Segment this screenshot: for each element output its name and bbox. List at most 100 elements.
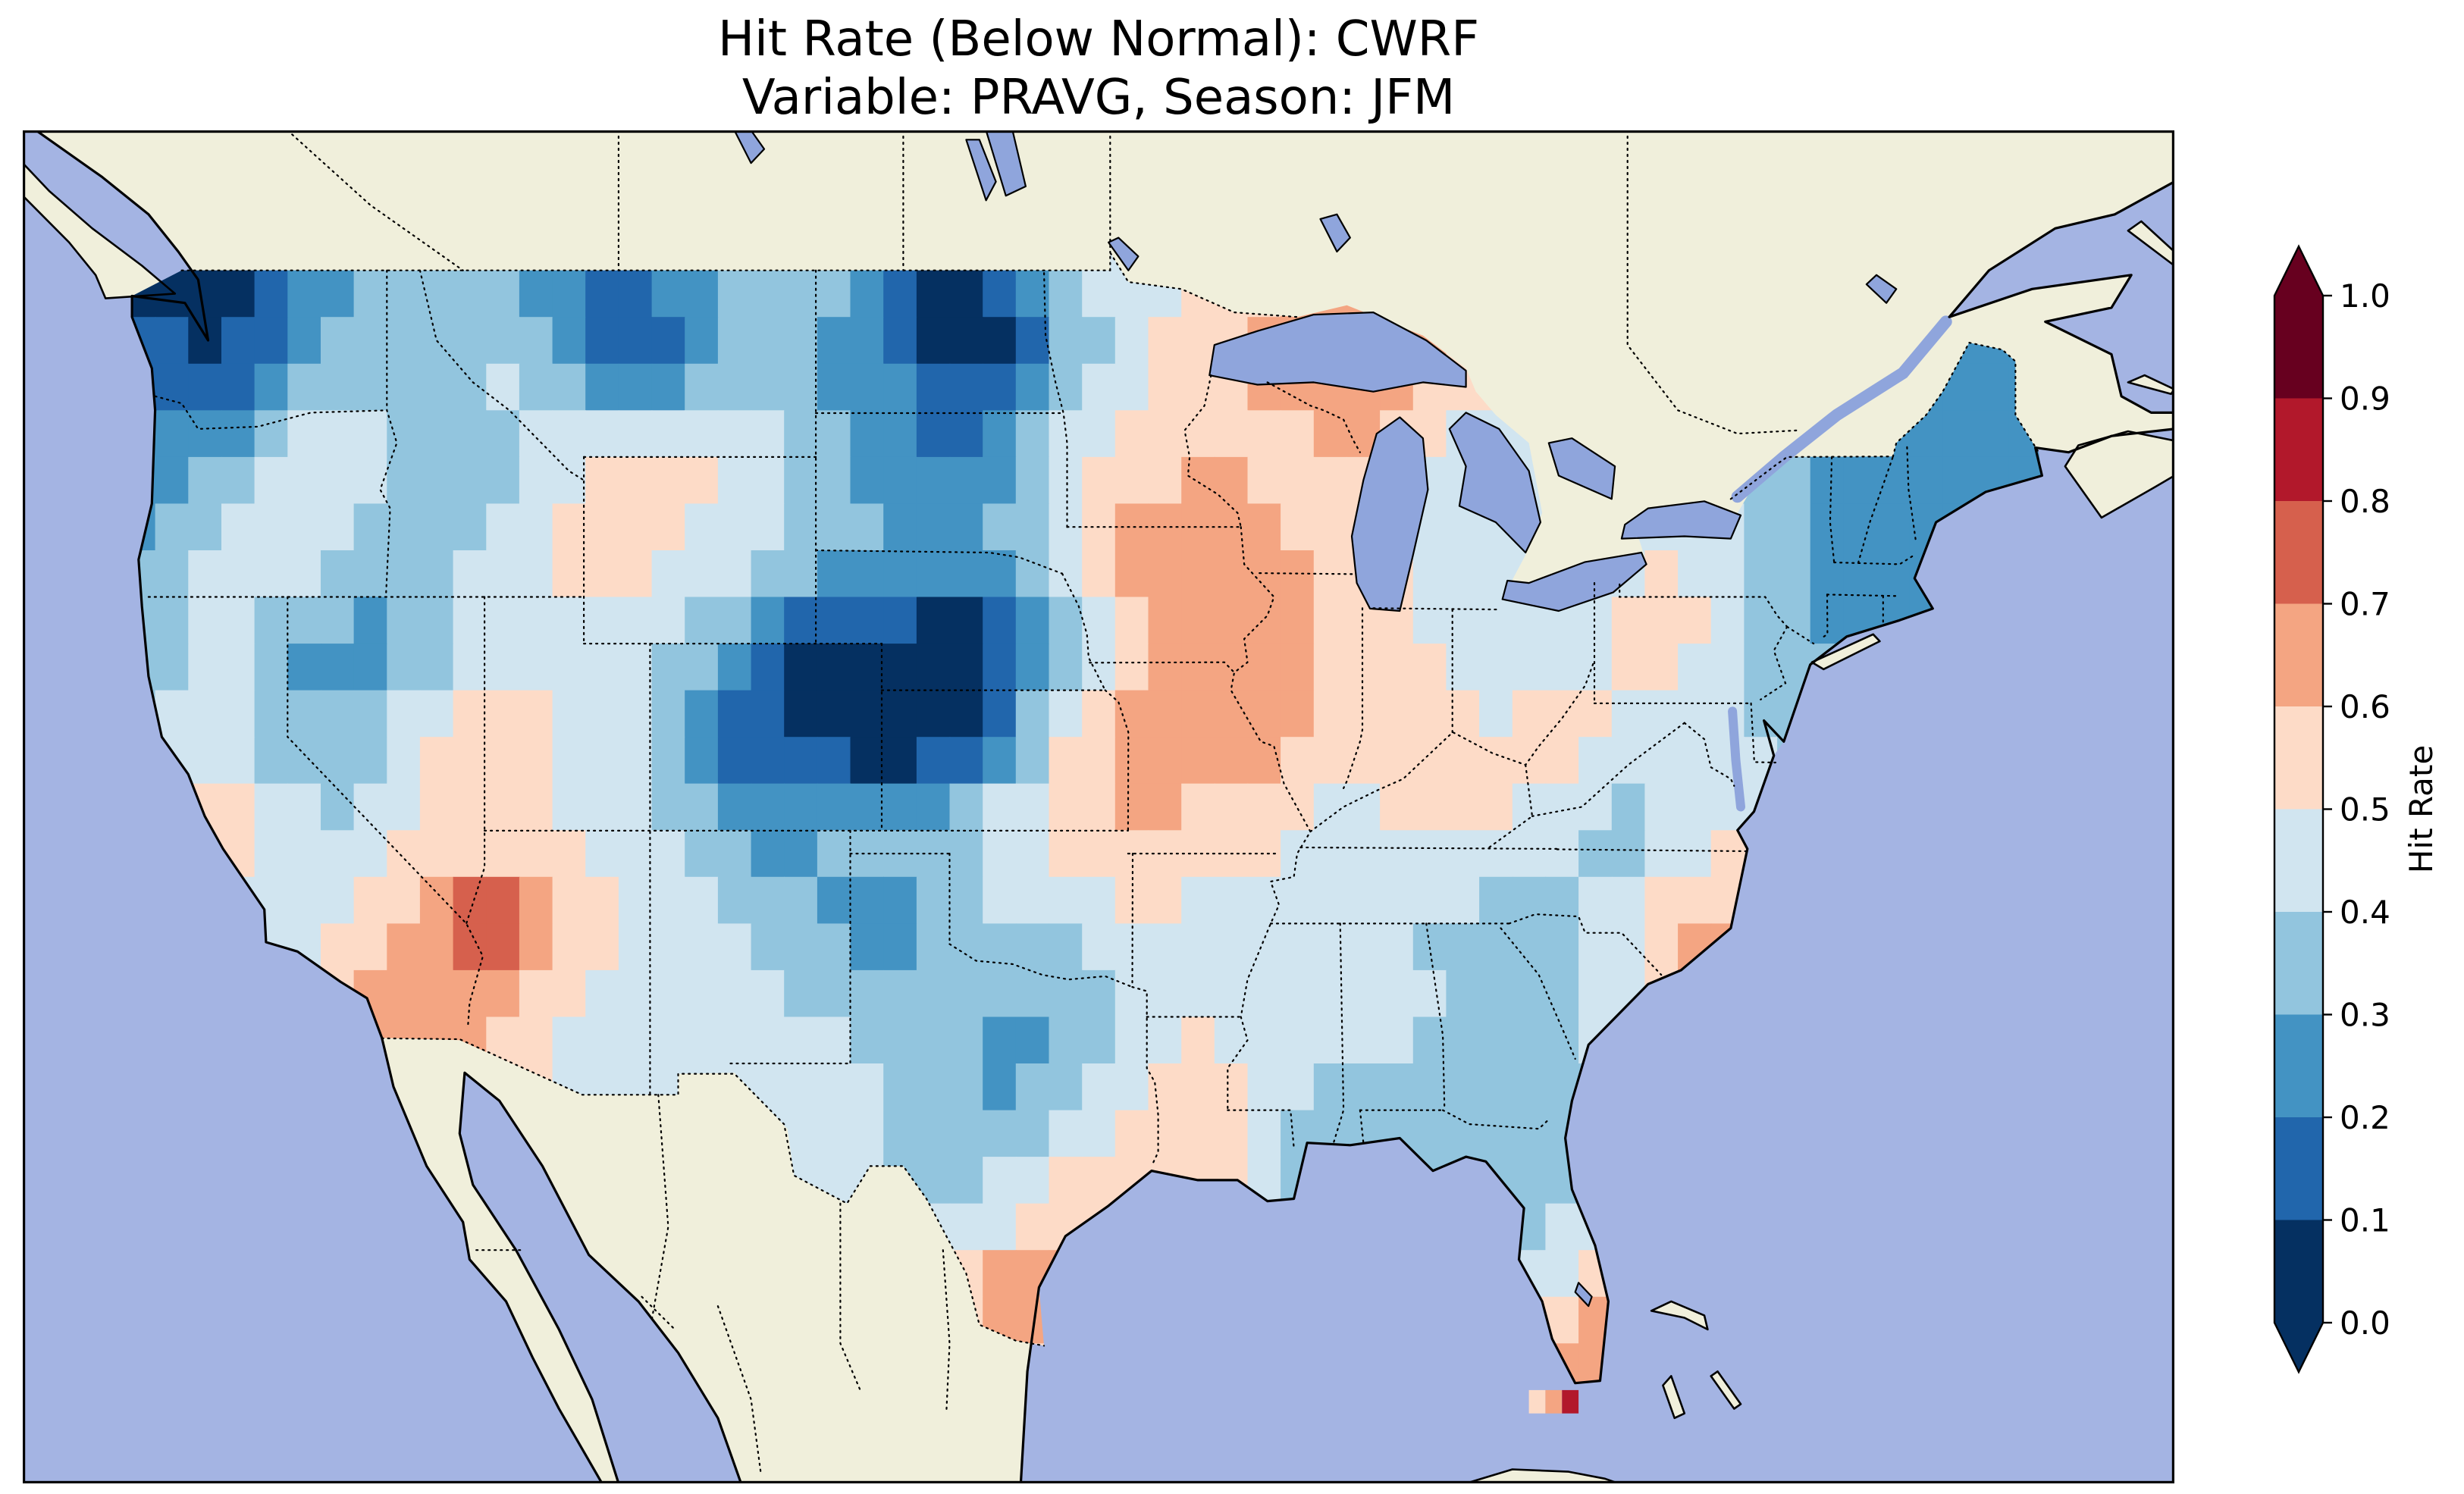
heatmap-cell — [717, 410, 752, 458]
admin-border — [1729, 341, 2040, 500]
heatmap-cell — [1876, 503, 1911, 551]
heatmap-cell — [486, 737, 520, 785]
heatmap-cell — [651, 830, 685, 878]
chart-title-line2: Variable: PRAVG, Season: JFM — [741, 69, 1456, 126]
heatmap-cell — [1446, 830, 1480, 878]
heatmap-cell — [1015, 550, 1050, 598]
colorbar-tick-label: 0.4 — [2340, 894, 2390, 931]
heatmap-cell — [155, 644, 189, 691]
heatmap-cell — [883, 550, 917, 598]
heatmap-cell — [519, 456, 553, 505]
admin-border — [1556, 848, 1748, 853]
heatmap-cell — [1214, 737, 1249, 785]
heatmap-cell — [949, 690, 983, 738]
heatmap-cell — [552, 410, 586, 458]
colorbar-tick-label: 0.6 — [2340, 688, 2390, 725]
heatmap-cell — [651, 876, 685, 925]
heatmap-cell — [221, 644, 255, 691]
heatmap-cell — [883, 1110, 917, 1157]
heatmap-cell — [1346, 1016, 1381, 1064]
admin-border — [716, 1305, 762, 1475]
heatmap-cell — [387, 550, 421, 598]
heatmap-cell — [1744, 597, 1778, 644]
heatmap-cell — [486, 270, 520, 318]
heatmap-cell — [883, 876, 917, 925]
heatmap-cell — [1545, 644, 1579, 691]
heatmap-cell — [321, 410, 355, 458]
admin-border — [1259, 572, 1355, 575]
heatmap-cell — [419, 597, 454, 644]
heatmap-cell — [916, 923, 951, 971]
heatmap-cell — [552, 783, 586, 831]
heatmap-cell — [1082, 969, 1116, 1018]
colorbar-segment — [2274, 706, 2323, 810]
heatmap-cell — [585, 270, 619, 318]
heatmap-cell — [254, 317, 288, 365]
heatmap-cell — [1181, 737, 1215, 785]
heatmap-cell — [1412, 1016, 1447, 1064]
colorbar-tick-label: 0.7 — [2340, 586, 2390, 623]
heatmap-cell — [1049, 317, 1083, 365]
heatmap-cell — [453, 456, 487, 505]
colorbar-tick-label: 0.8 — [2340, 483, 2390, 520]
heatmap-cell — [353, 644, 387, 691]
heatmap-cell — [1512, 969, 1547, 1018]
heatmap-cell — [1412, 737, 1447, 785]
heatmap-cell — [1148, 1063, 1182, 1111]
lake — [1319, 213, 1351, 253]
admin-border — [814, 549, 1064, 575]
heatmap-cell — [850, 363, 884, 412]
heatmap-cell — [1909, 456, 1944, 505]
heatmap-cell — [1313, 923, 1348, 971]
heatmap-cell — [453, 550, 487, 598]
heatmap-cell — [486, 597, 520, 644]
admin-border — [1857, 456, 1894, 564]
heatmap-cell — [685, 830, 719, 878]
heatmap-cell — [1247, 737, 1281, 785]
heatmap-cell — [321, 503, 355, 551]
heatmap-cell — [817, 1110, 851, 1157]
heatmap-cell — [321, 597, 355, 644]
heatmap-cell — [353, 550, 387, 598]
heatmap-cell — [618, 410, 653, 458]
heatmap-cell — [850, 1063, 884, 1111]
heatmap-cell — [1313, 503, 1348, 551]
lake — [1865, 274, 1898, 304]
heatmap-cell — [353, 503, 387, 551]
heatmap-cell — [552, 737, 586, 785]
heatmap-cell — [1148, 644, 1182, 691]
heatmap-cell — [1843, 503, 1877, 551]
heatmap-cell — [353, 317, 387, 365]
heatmap-cell — [1446, 737, 1480, 785]
heatmap-cell — [1380, 969, 1414, 1018]
heatmap-cell — [1214, 550, 1249, 598]
heatmap-cell — [916, 1110, 951, 1157]
heatmap-cell — [817, 876, 851, 925]
heatmap-cell — [188, 690, 222, 738]
colorbar-segment — [2274, 912, 2323, 1016]
admin-border — [1488, 763, 1534, 849]
heatmap-cell — [188, 644, 222, 691]
heatmap-cell — [983, 270, 1017, 318]
admin-border — [1906, 442, 1917, 540]
heatmap-cell — [850, 830, 884, 878]
heatmap-cell — [1281, 969, 1315, 1018]
heatmap-cell — [1479, 783, 1513, 831]
heatmap-cell — [1082, 550, 1116, 598]
heatmap-cell — [1876, 550, 1911, 598]
heatmap-cell — [1148, 550, 1182, 598]
heatmap-cell — [1611, 644, 1646, 691]
heatmap-cell — [883, 597, 917, 644]
lake — [985, 130, 1027, 197]
heatmap-cell — [1214, 1110, 1249, 1157]
heatmap-cell — [1313, 690, 1348, 738]
admin-border — [1760, 625, 1788, 701]
island-coastline — [2064, 430, 2174, 519]
heatmap-cell — [1678, 644, 1712, 691]
heatmap-cell — [486, 550, 520, 598]
heatmap-cell — [453, 317, 487, 365]
heatmap-cell — [949, 1203, 983, 1251]
heatmap-cell — [1512, 1016, 1547, 1064]
heatmap-cell — [817, 923, 851, 971]
heatmap-cell — [254, 550, 288, 598]
